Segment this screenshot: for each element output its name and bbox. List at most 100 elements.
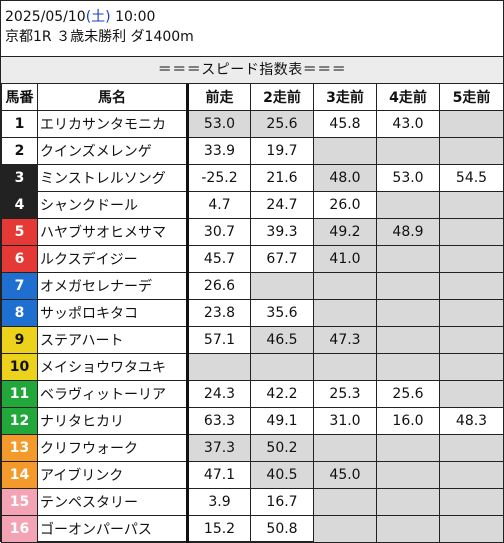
- speed-index-cell: 46.5: [250, 326, 314, 354]
- table-row: 2 クインズメレンゲ 33.9 19.7: [1, 137, 504, 165]
- speed-index-cell: 53.0: [187, 110, 251, 138]
- speed-index-cell: 39.3: [250, 218, 314, 246]
- speed-index-cell: 63.3: [187, 407, 251, 435]
- horse-number-cell: 11: [1, 380, 38, 408]
- horse-name-cell: エリカサンタモニカ: [37, 110, 189, 138]
- speed-index-cell: 21.6: [250, 164, 314, 192]
- table-row: 13 クリフウォーク 37.3 50.2: [1, 434, 504, 462]
- horse-name-cell: ルクスデイジー: [37, 245, 189, 273]
- speed-index-cell: 15.2: [187, 515, 251, 543]
- speed-index-cell: 41.0: [313, 245, 377, 273]
- speed-index-cell: 45.8: [313, 110, 377, 138]
- speed-index-cell: [439, 434, 504, 462]
- speed-index-cell: 24.7: [250, 191, 314, 219]
- col-header-prev1: 前走: [187, 84, 251, 111]
- table-row: 6 ルクスデイジー 45.7 67.7 41.0: [1, 245, 504, 273]
- race-dow-open: (: [85, 9, 92, 25]
- col-header-name: 馬名: [37, 84, 189, 111]
- speed-index-cell: [376, 353, 440, 381]
- speed-index-cell: [439, 272, 504, 300]
- horse-name-cell: シャンクドール: [37, 191, 189, 219]
- horse-name-cell: ステアハート: [37, 326, 189, 354]
- horse-number-cell: 10: [1, 353, 38, 381]
- horse-name-cell: アイブリンク: [37, 461, 189, 489]
- horse-number-cell: 14: [1, 461, 38, 489]
- horse-number-cell: 15: [1, 488, 38, 516]
- horse-name-cell: ナリタヒカリ: [37, 407, 189, 435]
- horse-name-cell: ゴーオンパーパス: [37, 515, 189, 543]
- speed-index-cell: [439, 137, 504, 165]
- speed-index-cell: 3.9: [187, 488, 251, 516]
- speed-index-cell: 43.0: [376, 110, 440, 138]
- horse-name-cell: クリフウォーク: [37, 434, 189, 462]
- speed-index-cell: 48.0: [313, 164, 377, 192]
- col-header-prev3: 3走前: [313, 84, 377, 111]
- speed-index-cell: 48.9: [376, 218, 440, 246]
- speed-index-cell: [439, 110, 504, 138]
- speed-index-cell: 25.3: [313, 380, 377, 408]
- table-body: 1 エリカサンタモニカ 53.0 25.6 45.8 43.0 2 クインズメレンゲ 33.9 1…: [1, 110, 504, 543]
- table-header-row: 馬番 馬名 前走 2走前 3走前 4走前 5走前: [1, 84, 504, 111]
- speed-index-cell: [376, 137, 440, 165]
- table-row: 14 アイブリンク 47.1 40.5 45.0: [1, 461, 504, 489]
- speed-index-cell: [439, 218, 504, 246]
- col-header-prev2: 2走前: [250, 84, 314, 111]
- speed-index-cell: 25.6: [376, 380, 440, 408]
- race-time: 10:00: [115, 9, 156, 25]
- speed-index-cell: [439, 299, 504, 327]
- speed-index-cell: 47.1: [187, 461, 251, 489]
- table-row: 7 オメガセレナーデ 26.6: [1, 272, 504, 300]
- speed-index-cell: [376, 434, 440, 462]
- table-row: 8 サッポロキタコ 23.8 35.6: [1, 299, 504, 327]
- table-row: 16 ゴーオンパーパス 15.2 50.8: [1, 515, 504, 543]
- speed-index-cell: [376, 272, 440, 300]
- speed-index-cell: [313, 137, 377, 165]
- speed-index-cell: [376, 299, 440, 327]
- horse-name-cell: クインズメレンゲ: [37, 137, 189, 165]
- speed-index-cell: [376, 191, 440, 219]
- table-row: 4 シャンクドール 4.7 24.7 26.0: [1, 191, 504, 219]
- speed-index-cell: [439, 515, 504, 543]
- speed-index-cell: 16.7: [250, 488, 314, 516]
- speed-index-cell: [439, 191, 504, 219]
- horse-name-cell: テンペスタリー: [37, 488, 189, 516]
- col-header-num: 馬番: [1, 84, 38, 111]
- horse-name-cell: ハヤブサオヒメサマ: [37, 218, 189, 246]
- speed-index-cell: [250, 353, 314, 381]
- speed-index-cell: [376, 326, 440, 354]
- speed-index-cell: 37.3: [187, 434, 251, 462]
- horse-number-cell: 6: [1, 245, 38, 273]
- col-header-prev5: 5走前: [439, 84, 504, 111]
- race-dow-close: ): [105, 9, 111, 25]
- speed-index-cell: [439, 380, 504, 408]
- table-row: 9 ステアハート 57.1 46.5 47.3: [1, 326, 504, 354]
- speed-index-cell: [187, 353, 251, 381]
- table-row: 1 エリカサンタモニカ 53.0 25.6 45.8 43.0: [1, 110, 504, 138]
- race-dow: 土: [91, 9, 106, 25]
- speed-index-cell: [439, 488, 504, 516]
- race-date: 2025/05/10: [5, 9, 86, 25]
- speed-index-cell: 16.0: [376, 407, 440, 435]
- horse-number-cell: 2: [1, 137, 38, 165]
- speed-index-cell: 40.5: [250, 461, 314, 489]
- speed-index-cell: 31.0: [313, 407, 377, 435]
- speed-index-cell: [313, 299, 377, 327]
- horse-number-cell: 5: [1, 218, 38, 246]
- speed-index-table: 馬番 馬名 前走 2走前 3走前 4走前 5走前 1 エリカサンタモニカ 53.0 2…: [1, 84, 504, 543]
- table-row: 10 メイショウワタユキ: [1, 353, 504, 381]
- table-row: 5 ハヤブサオヒメサマ 30.7 39.3 49.2 48.9: [1, 218, 504, 246]
- speed-index-cell: 26.0: [313, 191, 377, 219]
- horse-name-cell: サッポロキタコ: [37, 299, 189, 327]
- table-row: 12 ナリタヒカリ 63.3 49.1 31.0 16.0 48.3: [1, 407, 504, 435]
- speed-index-cell: 48.3: [439, 407, 504, 435]
- speed-index-cell: 49.1: [250, 407, 314, 435]
- speed-index-cell: [313, 272, 377, 300]
- speed-index-cell: [439, 326, 504, 354]
- horse-number-cell: 9: [1, 326, 38, 354]
- speed-index-cell: 26.6: [187, 272, 251, 300]
- speed-index-cell: 42.2: [250, 380, 314, 408]
- speed-index-cell: 50.2: [250, 434, 314, 462]
- speed-index-cell: 33.9: [187, 137, 251, 165]
- horse-number-cell: 16: [1, 515, 38, 543]
- speed-index-cell: 23.8: [187, 299, 251, 327]
